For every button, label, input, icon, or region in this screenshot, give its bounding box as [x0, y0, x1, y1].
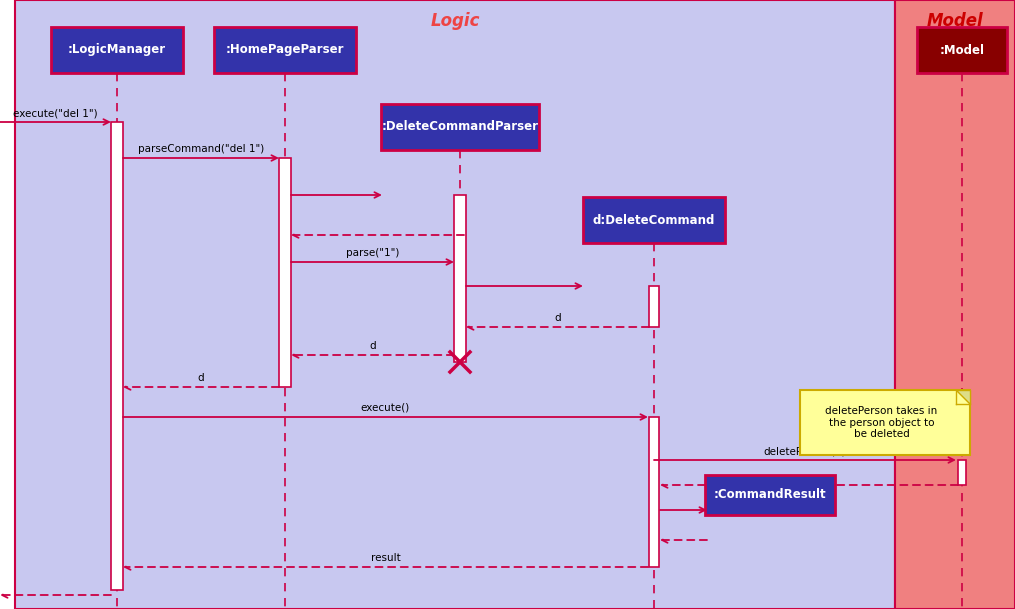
Bar — [214, 27, 356, 73]
Bar — [958, 460, 966, 485]
Polygon shape — [956, 390, 970, 404]
Text: Logic: Logic — [430, 12, 480, 30]
Bar — [279, 158, 291, 387]
Bar — [111, 122, 123, 590]
Text: d: d — [369, 341, 376, 351]
Bar — [800, 390, 970, 455]
Bar — [649, 286, 659, 327]
Text: parse("1"): parse("1") — [346, 248, 399, 258]
Text: parseCommand("del 1"): parseCommand("del 1") — [138, 144, 264, 154]
Bar — [705, 475, 835, 515]
Bar — [649, 417, 659, 567]
Text: deletePerson takes in
the person object to
be deleted: deletePerson takes in the person object … — [825, 406, 938, 439]
Bar — [51, 27, 183, 73]
Text: :DeleteCommandParser: :DeleteCommandParser — [382, 121, 539, 133]
Text: execute(): execute() — [361, 403, 410, 413]
Bar — [917, 27, 1007, 73]
Text: Model: Model — [927, 12, 984, 30]
Text: d: d — [198, 373, 204, 383]
Bar — [381, 104, 539, 150]
Text: :Model: :Model — [940, 43, 985, 57]
Text: execute("del 1"): execute("del 1") — [13, 108, 97, 118]
Bar — [583, 197, 725, 243]
Text: :LogicManager: :LogicManager — [68, 43, 166, 57]
Text: :CommandResult: :CommandResult — [714, 488, 826, 501]
Text: deletePerson(1): deletePerson(1) — [763, 446, 847, 456]
Bar — [895, 0, 1015, 609]
Text: :HomePageParser: :HomePageParser — [225, 43, 344, 57]
Bar — [454, 195, 466, 362]
Text: d:DeleteCommand: d:DeleteCommand — [593, 214, 716, 227]
Text: result: result — [370, 553, 400, 563]
Text: d: d — [554, 313, 561, 323]
Bar — [15, 0, 895, 609]
